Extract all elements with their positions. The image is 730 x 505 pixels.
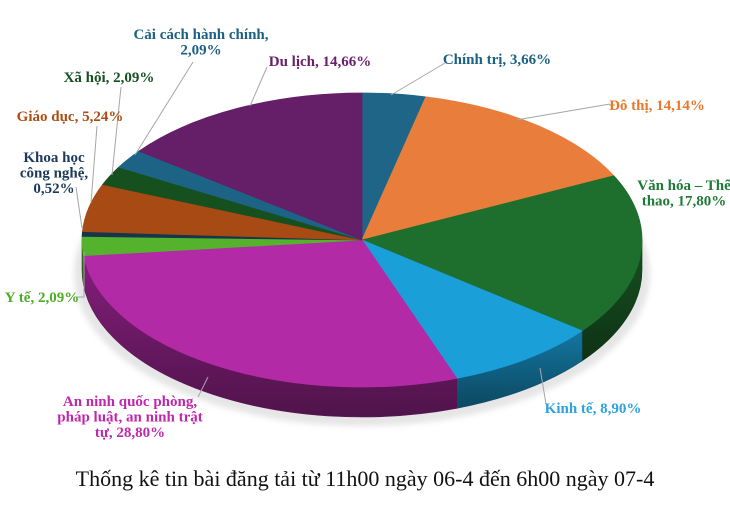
leader-line-4 [197,376,209,398]
leader-line-6 [75,186,83,229]
slice-label-4: tự, 28,80% [95,425,165,441]
leader-line-8 [111,86,122,176]
leader-line-5 [77,252,85,298]
slice-label-6: công nghệ, [20,166,89,182]
slice-label-3: Kinh tế, 8,90% [545,401,642,417]
pie-slice-10 [138,92,363,241]
slice-label-2: thao, 17,80% [642,194,727,210]
slice-label-8: Xã hội, 2,09% [64,70,155,86]
leader-line-3 [539,367,550,410]
slice-label-0: Chính trị, 3,66% [443,52,551,68]
pie-slice-4 [83,239,458,388]
pie-slice-2 [361,175,643,332]
pie-slice-1 [361,96,615,241]
slice-label-5: Y tế, 2,09% [5,290,79,306]
leader-line-10 [249,66,268,107]
slice-label-10: Du lịch, 14,66% [269,54,372,70]
slice-label-6: Khoa học [23,150,85,166]
leader-line-1 [515,103,611,121]
chart-title: Thống kê tin bài đăng tải từ 11h00 ngày … [75,466,655,491]
slice-label-4: An ninh quốc phòng, [63,394,197,410]
leader-line-0 [390,62,446,96]
slice-label-9: Cải cách hành chính, [133,27,268,43]
slice-label-6: 0,52% [33,181,74,197]
slice-label-7: Giáo dục, 5,24% [17,109,124,125]
slice-label-2: Văn hóa – Thể [637,178,730,194]
pie-slice-3 [361,239,583,379]
slice-label-4: pháp luật, an ninh trật [57,410,202,426]
leader-line-7 [90,125,98,204]
slice-label-9: 2,09% [180,43,221,59]
leader-line-9 [134,61,194,156]
slice-label-1: Đô thị, 14,14% [609,98,705,114]
